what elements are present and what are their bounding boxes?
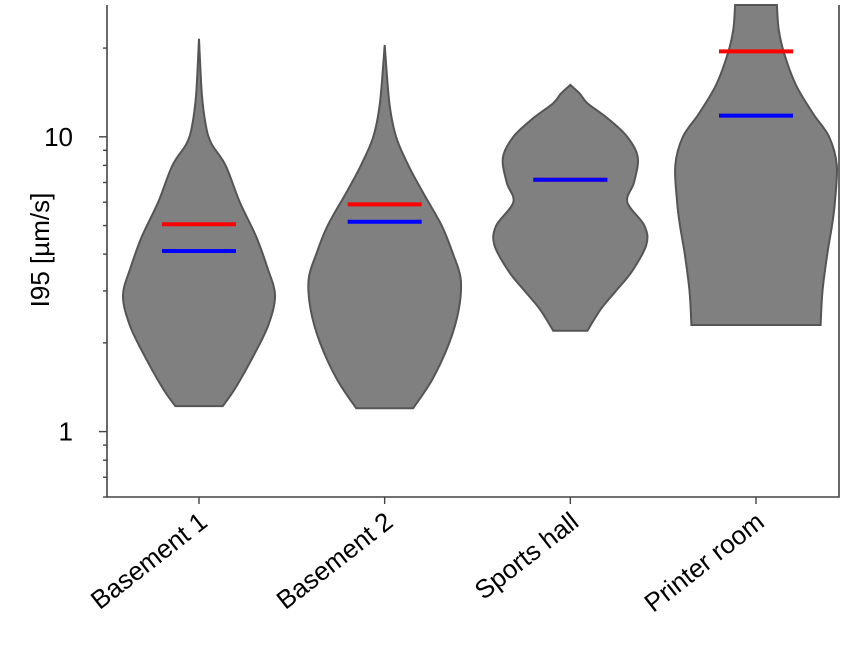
x-tick-label-basement-2: Basement 2 [271, 506, 399, 615]
mean-median-lines-layer [162, 49, 793, 253]
y-tick-label-10: 10 [44, 122, 73, 152]
y-axis-label: I95 [µm/s] [25, 193, 55, 308]
violin-printer-room [674, 4, 839, 326]
violins-layer [121, 4, 839, 410]
x-tick-label-sports-hall: Sports hall [469, 506, 584, 605]
x-tick-label-basement-1: Basement 1 [85, 506, 213, 615]
x-ticks: Basement 1 Basement 2 Sports hall Printer r… [85, 497, 770, 618]
violin-basement-2 [307, 44, 463, 410]
x-tick-label-printer-room: Printer room [639, 506, 770, 618]
violin-sports-hall [492, 83, 649, 332]
y-tick-label-1: 1 [59, 417, 73, 447]
plot-frame [106, 5, 840, 498]
y-ticks: 1 10 [44, 47, 107, 498]
